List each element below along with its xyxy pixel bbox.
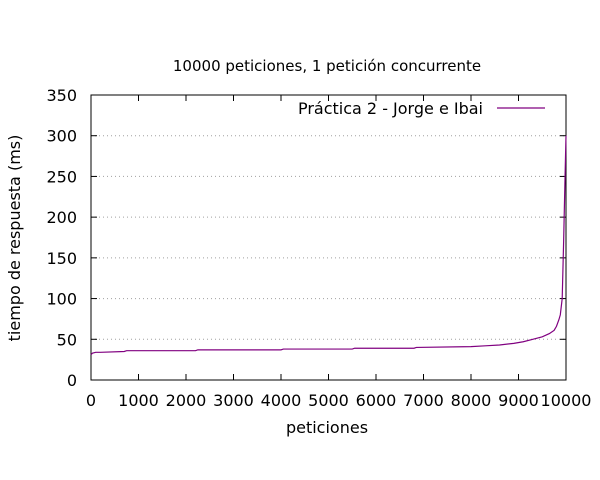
x-tick-label: 7000 <box>403 391 444 410</box>
x-tick-label: 10000 <box>541 391 592 410</box>
x-tick-labels: 0 1000 2000 3000 4000 5000 6000 7000 8000 9000 100… <box>86 391 592 410</box>
x-axis-label: peticiones <box>286 418 368 437</box>
grid-lines <box>91 135 566 340</box>
axis-ticks <box>90 94 567 381</box>
x-tick-label: 9000 <box>498 391 539 410</box>
legend-label: Práctica 2 - Jorge e Ibai <box>298 99 483 118</box>
y-axis-label: tiempo de respuesta (ms) <box>5 135 24 342</box>
chart-title: 10000 peticiones, 1 petición concurrente <box>173 57 481 75</box>
x-tick-label: 0 <box>86 391 96 410</box>
series-line-0 <box>90 135 567 356</box>
plot-frame <box>90 94 567 381</box>
y-tick-label: 350 <box>46 86 77 105</box>
y-tick-label: 100 <box>46 290 77 309</box>
x-tick-label: 5000 <box>308 391 349 410</box>
series-group <box>90 135 567 356</box>
y-tick-label: 50 <box>57 330 77 349</box>
x-tick-label: 8000 <box>451 391 492 410</box>
x-tick-label: 3000 <box>213 391 254 410</box>
y-tick-label: 150 <box>46 249 77 268</box>
x-tick-label: 1000 <box>118 391 159 410</box>
x-tick-label: 4000 <box>261 391 302 410</box>
y-tick-label: 200 <box>46 208 77 227</box>
y-tick-label: 250 <box>46 167 77 186</box>
x-tick-label: 6000 <box>356 391 397 410</box>
y-tick-label: 0 <box>67 371 77 390</box>
x-tick-label: 2000 <box>166 391 207 410</box>
y-tick-labels: 0 50 100 150 200 250 300 350 <box>46 86 77 390</box>
legend: Práctica 2 - Jorge e Ibai <box>298 99 545 118</box>
y-tick-label: 300 <box>46 127 77 146</box>
